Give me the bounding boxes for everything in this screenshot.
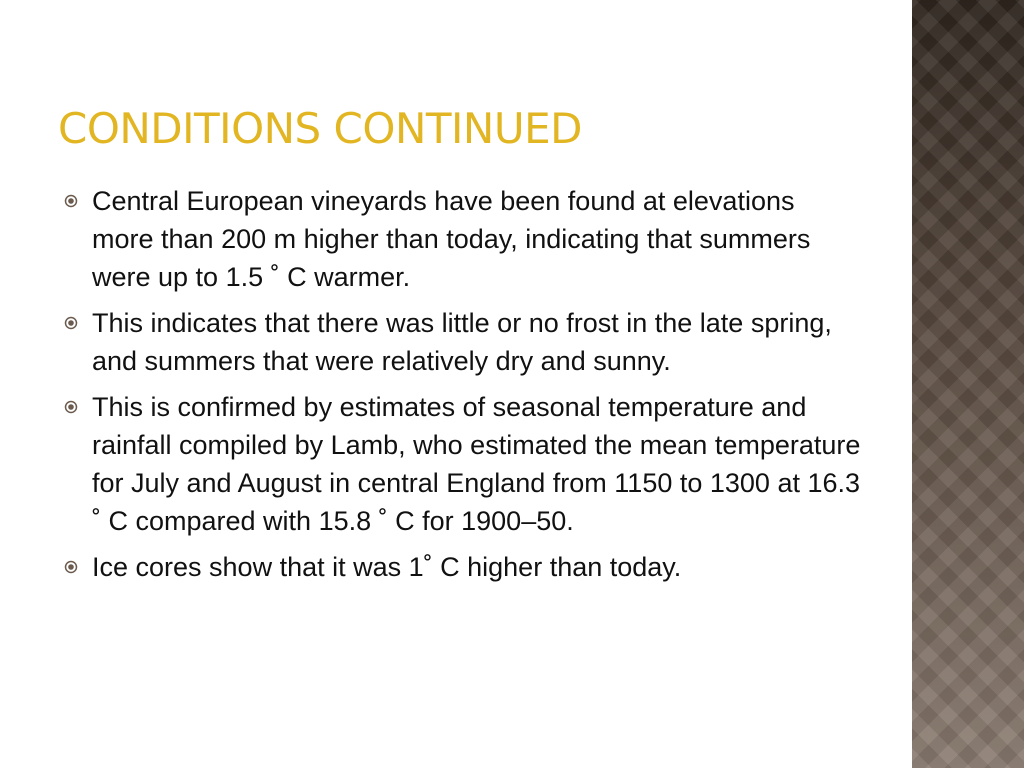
bullet-icon [64, 560, 78, 574]
bullet-item: Ice cores show that it was 1˚ C higher t… [64, 548, 862, 586]
bullet-icon [64, 400, 78, 414]
slide-title: Conditions Continued [58, 104, 582, 153]
side-stripe [912, 0, 1024, 768]
bullet-list: Central European vineyards have been fou… [64, 182, 862, 594]
bullet-icon [64, 316, 78, 330]
bullet-item: Central European vineyards have been fou… [64, 182, 862, 296]
bullet-text: Central European vineyards have been fou… [92, 186, 811, 292]
bullet-text: Ice cores show that it was 1˚ C higher t… [92, 552, 682, 582]
bullet-item: This indicates that there was little or … [64, 304, 862, 380]
bullet-text: This is confirmed by estimates of season… [92, 392, 861, 536]
bullet-icon [64, 194, 78, 208]
bullet-text: This indicates that there was little or … [92, 308, 832, 376]
bullet-item: This is confirmed by estimates of season… [64, 388, 862, 540]
